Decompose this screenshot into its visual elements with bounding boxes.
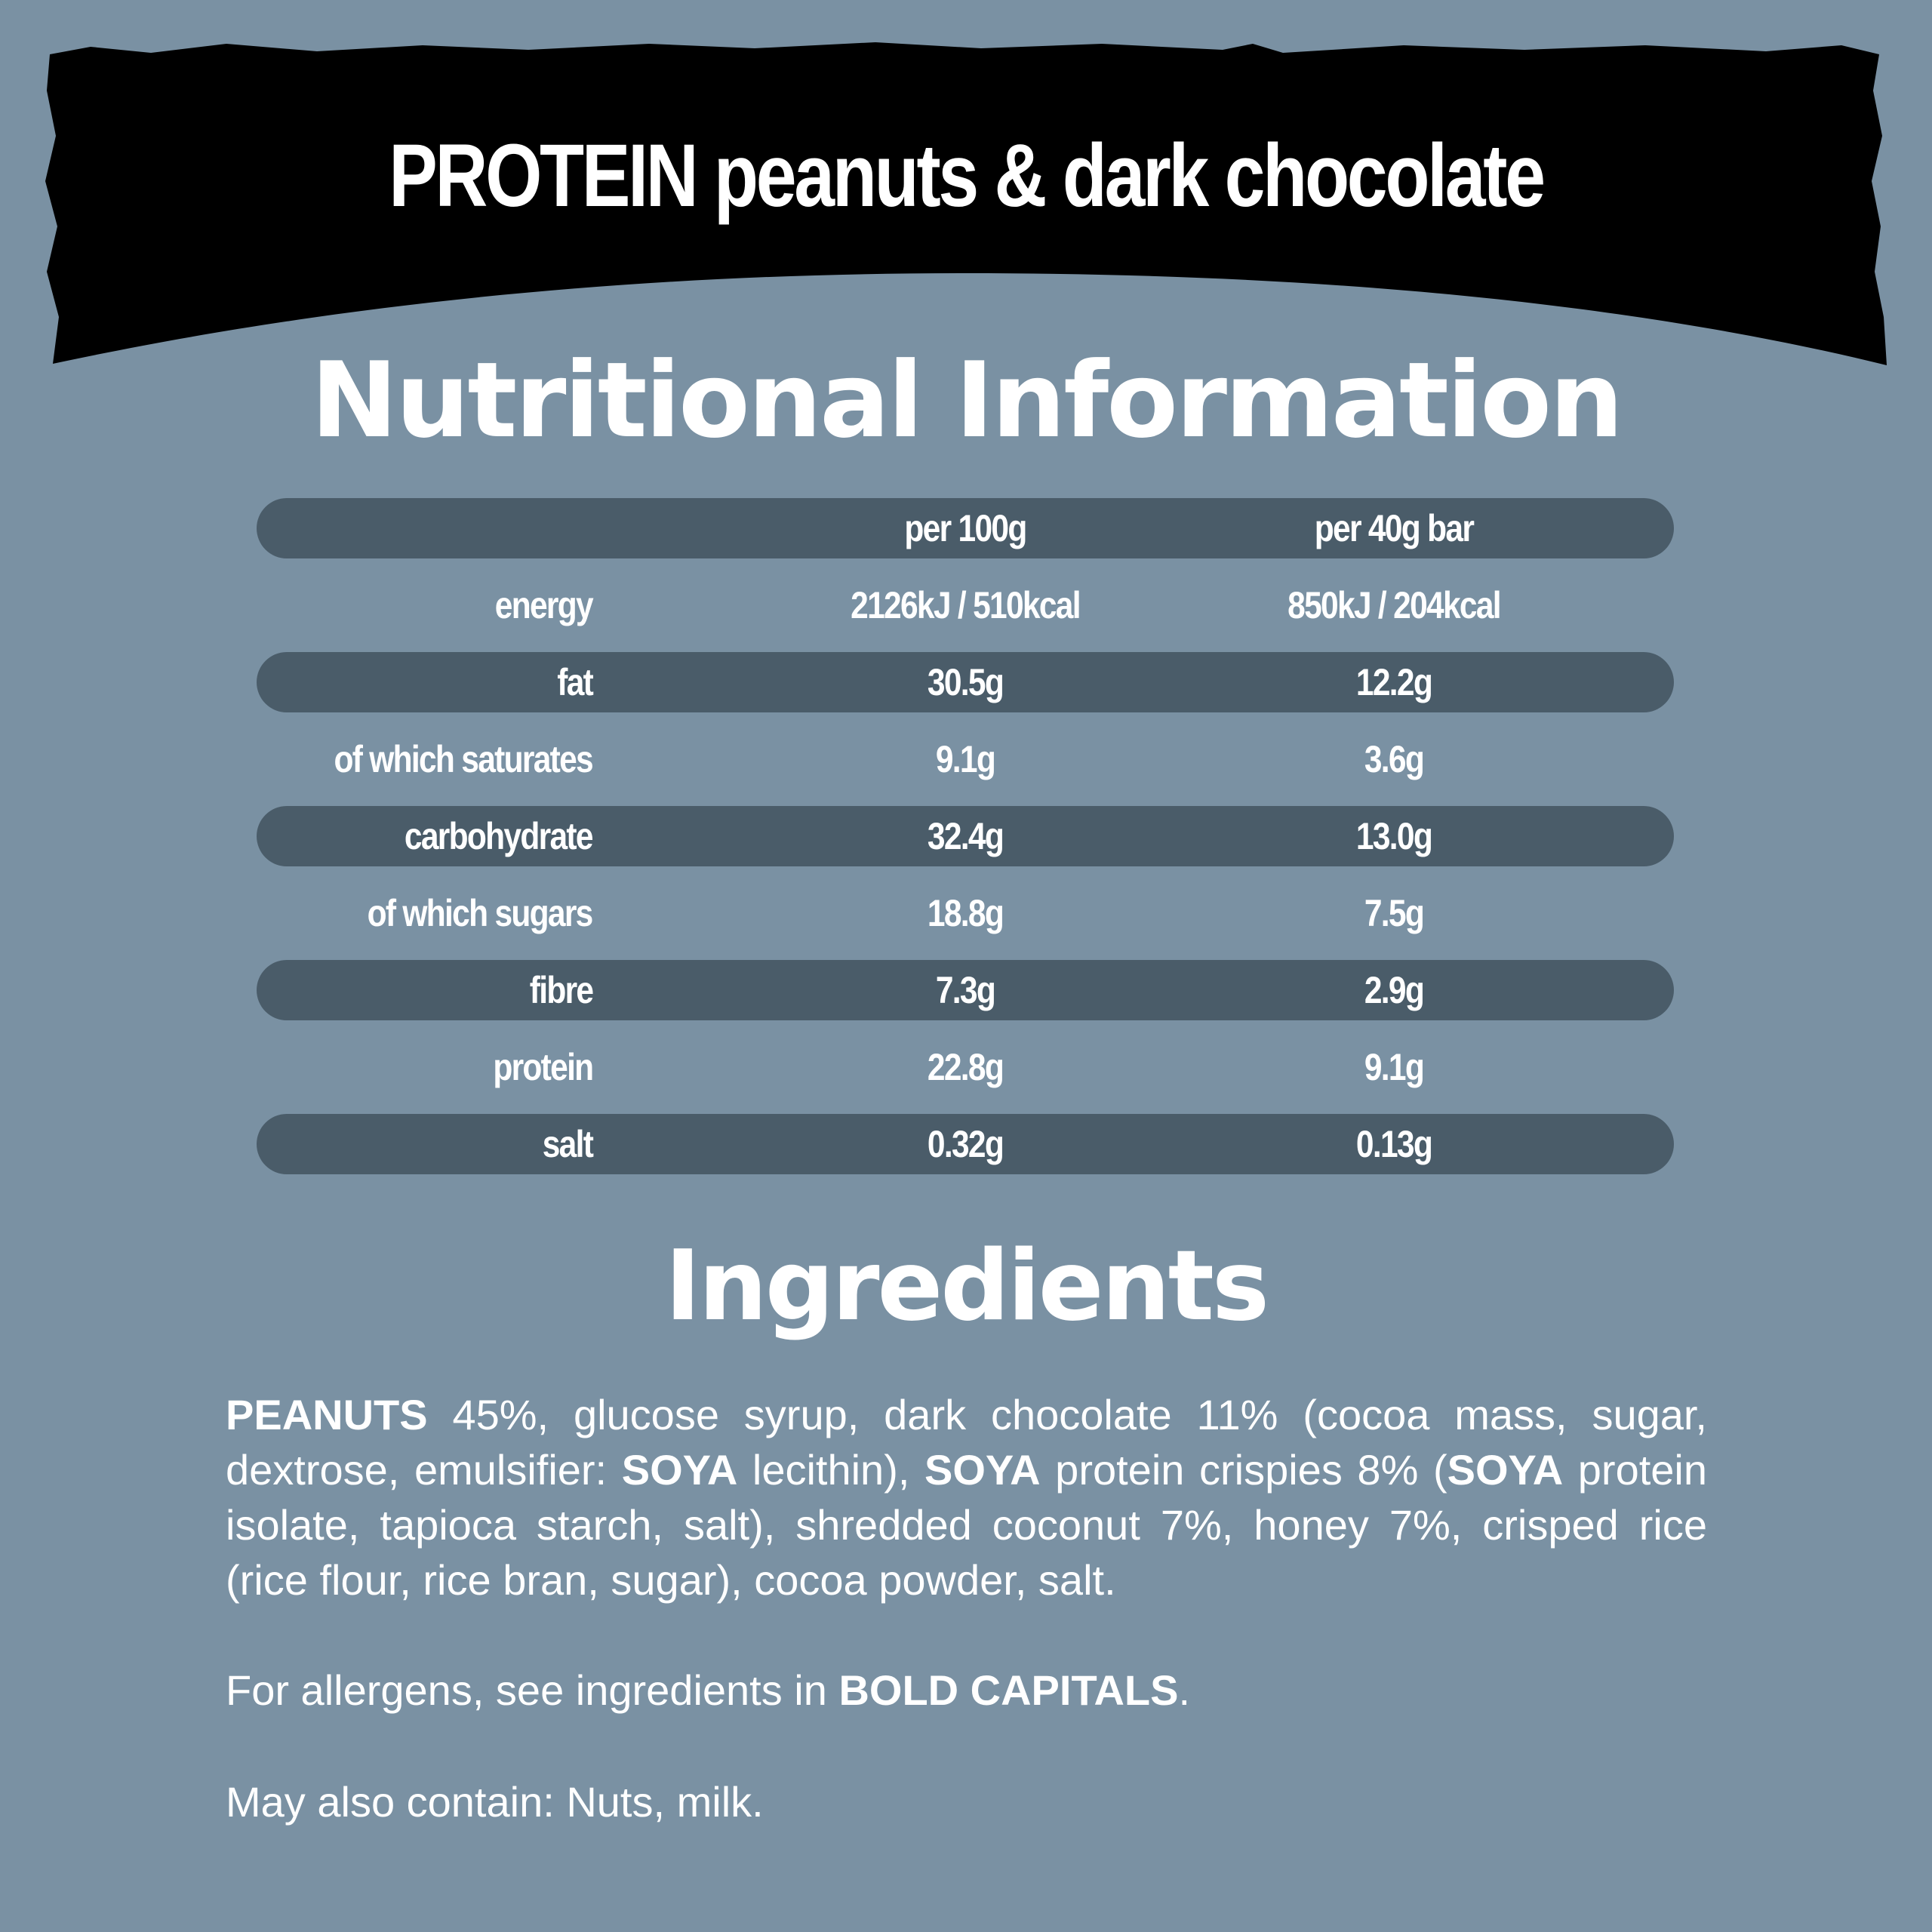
value-per-bar: 2.9g — [1364, 969, 1425, 1011]
ingredient-text: protein crispies 8% ( — [1040, 1446, 1447, 1494]
ingredient-text: 45%, glucose syrup, dark chocolate 11% (… — [226, 1391, 1707, 1494]
nutrition-title: Nutritional Information — [310, 340, 1624, 461]
title-banner — [45, 42, 1887, 365]
value-per-100g: 32.4g — [927, 815, 1004, 857]
table-row: carbohydrate 32.4g 13.0g — [257, 806, 1674, 866]
nutrient-label: of which sugars — [367, 892, 594, 934]
value-per-100g: 2126kJ / 510kcal — [851, 584, 1081, 626]
allergen-note-bold: BOLD CAPITALS — [838, 1666, 1179, 1714]
allergen-ingredient: PEANUTS — [226, 1391, 428, 1438]
allergen-note-text: For allergens, see ingredients in — [226, 1666, 839, 1714]
table-row: of which sugars 18.8g 7.5g — [257, 883, 1674, 943]
ingredients-title: Ingredients — [664, 1230, 1269, 1343]
value-per-100g: 9.1g — [935, 738, 996, 780]
table-row: protein 22.8g 9.1g — [257, 1037, 1674, 1097]
header-per-100g: per 100g — [904, 507, 1027, 549]
allergen-ingredient: SOYA — [1447, 1446, 1564, 1494]
value-per-100g: 18.8g — [927, 892, 1004, 934]
allergen-note: For allergens, see ingredients in BOLD C… — [226, 1666, 1190, 1715]
value-per-bar: 9.1g — [1364, 1046, 1425, 1088]
nutrient-label: protein — [492, 1046, 594, 1088]
header-per-bar: per 40g bar — [1314, 507, 1475, 549]
nutrient-label: energy — [494, 584, 594, 626]
allergen-ingredient: SOYA — [924, 1446, 1041, 1494]
ingredients-text: PEANUTS 45%, glucose syrup, dark chocola… — [226, 1387, 1707, 1607]
table-row: of which saturates 9.1g 3.6g — [257, 729, 1674, 789]
value-per-100g: 7.3g — [935, 969, 996, 1011]
nutrient-label: fat — [557, 661, 594, 703]
nutrient-label: of which saturates — [334, 738, 593, 780]
table-row: fibre 7.3g 2.9g — [257, 960, 1674, 1020]
nutrient-label: carbohydrate — [405, 815, 594, 857]
allergen-ingredient: SOYA — [621, 1446, 738, 1494]
table-header-row: per 100g per 40g bar — [257, 498, 1674, 558]
value-per-100g: 0.32g — [927, 1123, 1004, 1165]
value-per-bar: 3.6g — [1364, 738, 1425, 780]
value-per-bar: 850kJ / 204kcal — [1287, 584, 1501, 626]
nutrient-label: fibre — [529, 969, 593, 1011]
table-row: energy 2126kJ / 510kcal 850kJ / 204kcal — [257, 575, 1674, 635]
ingredient-text: lecithin), — [737, 1446, 925, 1494]
value-per-bar: 12.2g — [1355, 661, 1433, 703]
nutrition-table: per 100g per 40g bar energy 2126kJ / 510k… — [257, 498, 1674, 1191]
value-per-bar: 0.13g — [1355, 1123, 1433, 1165]
value-per-100g: 22.8g — [927, 1046, 1004, 1088]
table-row: fat 30.5g 12.2g — [257, 652, 1674, 712]
allergen-note-end: . — [1178, 1666, 1191, 1714]
nutrient-label: salt — [542, 1123, 594, 1165]
value-per-bar: 13.0g — [1355, 815, 1433, 857]
ingredient-text: protein isolate, tapioca starch, salt), … — [226, 1446, 1707, 1604]
table-row: salt 0.32g 0.13g — [257, 1114, 1674, 1174]
value-per-100g: 30.5g — [927, 661, 1004, 703]
value-per-bar: 7.5g — [1364, 892, 1425, 934]
product-title: PROTEIN peanuts & dark chocolate — [389, 126, 1546, 226]
may-contain-note: May also contain: Nuts, milk. — [226, 1778, 764, 1826]
